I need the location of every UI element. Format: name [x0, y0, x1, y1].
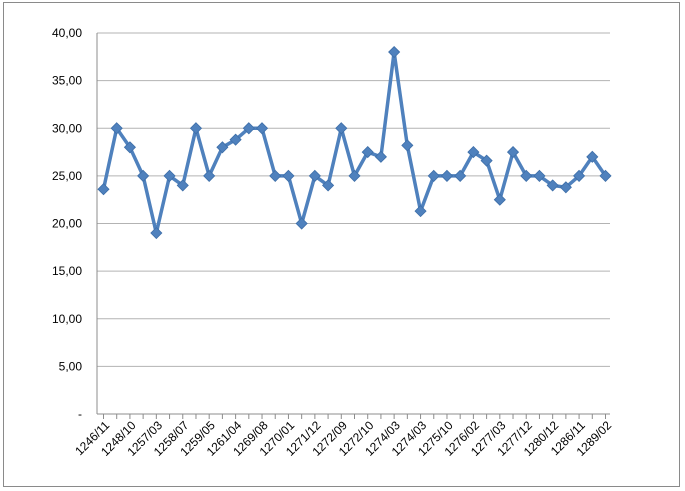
data-point-marker	[269, 169, 282, 182]
data-point-marker	[520, 169, 533, 182]
data-point-marker	[348, 169, 361, 182]
data-point-marker	[440, 169, 454, 182]
data-point-marker	[414, 205, 427, 218]
y-tick-label: 35,00	[52, 74, 82, 88]
data-point-marker	[454, 169, 467, 182]
data-point-marker	[163, 169, 176, 182]
data-point-marker	[216, 141, 229, 154]
data-point-marker	[295, 217, 308, 230]
data-point-marker	[322, 179, 335, 192]
data-point-marker	[150, 226, 163, 240]
data-point-marker	[546, 179, 559, 192]
data-point-marker	[361, 145, 374, 159]
data-point-marker	[374, 150, 387, 163]
data-point-marker	[493, 193, 506, 206]
y-tick-label: 5,00	[59, 359, 83, 373]
data-point-marker	[229, 133, 242, 146]
data-point-marker	[427, 169, 440, 182]
data-point-marker	[506, 145, 520, 159]
data-point-marker	[401, 139, 414, 152]
data-point-marker	[123, 141, 136, 154]
y-tick-label: -	[78, 407, 82, 421]
data-point-marker	[255, 122, 269, 135]
y-tick-label: 20,00	[52, 217, 82, 231]
y-tick-label: 30,00	[52, 121, 82, 135]
data-point-marker	[242, 122, 255, 135]
data-point-marker	[467, 145, 480, 159]
data-point-marker	[335, 122, 348, 135]
data-point-marker	[137, 169, 150, 182]
chart-frame	[3, 2, 680, 487]
series-line	[101, 50, 607, 235]
data-point-marker	[282, 169, 295, 182]
data-point-marker	[388, 45, 401, 59]
data-point-marker	[599, 169, 612, 182]
data-point-marker	[189, 122, 203, 135]
data-point-marker	[586, 150, 599, 163]
data-point-marker	[308, 169, 321, 182]
y-tick-label: 25,00	[52, 169, 82, 183]
data-point-marker	[176, 179, 189, 192]
data-point-marker	[559, 181, 572, 194]
data-point-marker	[110, 122, 123, 135]
data-point-marker	[480, 154, 493, 167]
data-point-marker	[97, 183, 110, 196]
data-point-marker	[573, 169, 586, 182]
data-point-marker	[533, 169, 546, 182]
y-tick-label: 10,00	[52, 312, 82, 326]
y-tick-label: 40,00	[52, 26, 82, 40]
data-point-marker	[203, 169, 216, 182]
y-tick-label: 15,00	[52, 264, 82, 278]
